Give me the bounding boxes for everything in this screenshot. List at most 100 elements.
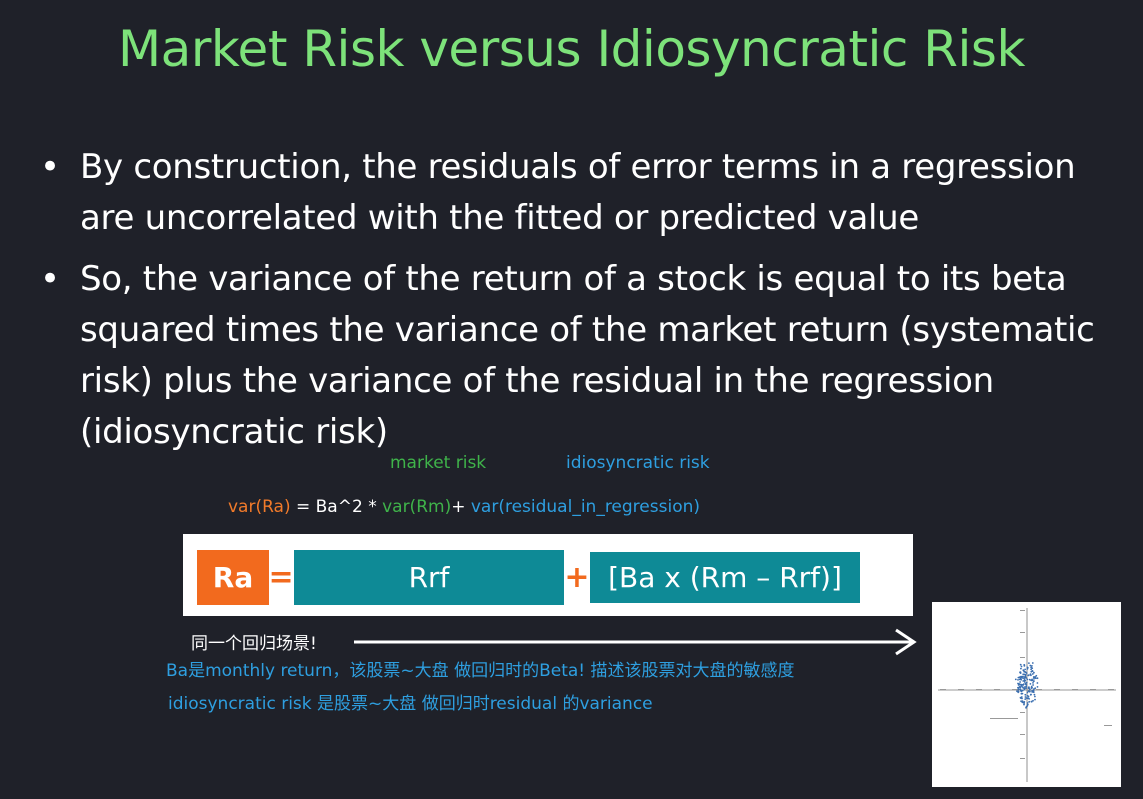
equation-ra: Ra xyxy=(197,550,269,605)
idiosyncratic-explanation-note: idiosyncratic risk 是股票~大盘 做回归时residual 的… xyxy=(168,694,653,714)
scatter-point xyxy=(1026,691,1029,694)
scatter-point xyxy=(1031,665,1033,667)
scatter-point xyxy=(1030,668,1032,671)
scatter-point xyxy=(1020,685,1023,687)
scatter-point xyxy=(1030,700,1033,703)
capm-equation-panel: Ra = Rrf + [Ba x (Rm – Rrf)] xyxy=(183,534,913,616)
scatter-point xyxy=(1036,677,1039,680)
scatter-point xyxy=(1022,680,1025,682)
scatter-point xyxy=(1020,683,1023,686)
scatter-point xyxy=(1020,665,1023,668)
scatter-point xyxy=(1032,699,1034,702)
formula-var-residual: var(residual_in_regression) xyxy=(470,497,701,517)
scatter-point xyxy=(1028,700,1031,703)
scatter-point xyxy=(1021,700,1024,702)
scatter-point xyxy=(1024,673,1027,676)
scatter-point xyxy=(1017,676,1020,679)
scatter-point xyxy=(1032,684,1034,686)
scatter-point xyxy=(1019,681,1021,683)
beta-explanation-note: Ba是monthly return，该股票~大盘 做回归时的Beta! 描述该股… xyxy=(166,661,795,681)
scatter-point xyxy=(1024,696,1027,698)
scatter-point xyxy=(1019,671,1022,674)
scatter-point xyxy=(1021,697,1023,700)
scatter-point xyxy=(1024,668,1026,671)
same-regression-note: 同一个回归场景! xyxy=(191,634,317,654)
scatter-point xyxy=(1018,678,1021,681)
scatter-point xyxy=(1024,671,1027,674)
scatter-point xyxy=(1025,681,1028,684)
scatter-point xyxy=(1021,692,1024,695)
scatter-point xyxy=(1031,670,1034,673)
scatter-point xyxy=(1022,669,1025,672)
scatter-point xyxy=(1021,689,1024,692)
scatter-point xyxy=(1031,673,1034,675)
scatter-point xyxy=(1034,687,1037,690)
scatter-point xyxy=(1017,686,1019,689)
scatter-point xyxy=(1031,686,1033,689)
bullet-item: • By construction, the residuals of erro… xyxy=(40,142,1135,244)
scatter-point xyxy=(1032,689,1035,692)
scatter-point xyxy=(1020,676,1023,679)
scatter-point xyxy=(1018,688,1020,690)
scatter-point xyxy=(1019,663,1022,666)
scatter-point xyxy=(1025,706,1027,709)
regression-scatter-thumbnail xyxy=(932,602,1121,787)
scatter-point xyxy=(1028,662,1030,664)
bullet-line: risk) plus the variance of the residual … xyxy=(80,361,994,401)
scatter-point xyxy=(1019,688,1022,691)
scatter-point xyxy=(1032,680,1035,683)
scatter-plot-image xyxy=(938,608,1116,782)
equation-plus: + xyxy=(564,560,590,595)
bullet-item: • So, the variance of the return of a st… xyxy=(40,254,1135,458)
market-risk-label: market risk xyxy=(390,453,487,473)
scatter-point xyxy=(1026,702,1029,704)
scatter-point xyxy=(1035,674,1038,677)
bullet-line: So, the variance of the return of a stoc… xyxy=(80,259,1067,299)
scatter-point xyxy=(1023,664,1026,666)
scatter-point xyxy=(1033,671,1035,674)
scatter-point xyxy=(1035,677,1037,680)
scatter-point xyxy=(1017,679,1019,681)
scatter-point xyxy=(1030,693,1032,696)
bullet-dot-icon: • xyxy=(40,147,60,187)
scatter-point xyxy=(1023,687,1026,690)
scatter-point xyxy=(1025,685,1028,688)
scatter-point xyxy=(1024,693,1027,696)
scatter-point xyxy=(1027,690,1030,693)
scatter-point xyxy=(1027,674,1030,677)
scatter-point xyxy=(1028,687,1030,690)
scatter-point xyxy=(1027,697,1030,699)
scatter-point xyxy=(1023,681,1026,683)
scatter-point xyxy=(1022,684,1025,686)
scatter-point xyxy=(1023,678,1026,680)
scatter-point xyxy=(1036,682,1039,684)
bullet-list: • By construction, the residuals of erro… xyxy=(40,142,1135,468)
scatter-point xyxy=(1024,682,1027,685)
scatter-point xyxy=(1032,676,1035,678)
scatter-point xyxy=(1028,678,1031,681)
scatter-point xyxy=(1020,667,1022,670)
scatter-point xyxy=(1017,684,1020,686)
scatter-point xyxy=(1026,678,1029,681)
scatter-point xyxy=(1022,677,1024,679)
bullet-line: By construction, the residuals of error … xyxy=(80,147,1076,187)
scatter-point xyxy=(1020,678,1023,681)
slide-title: Market Risk versus Idiosyncratic Risk xyxy=(118,20,1025,78)
bullet-line: are uncorrelated with the fitted or pred… xyxy=(80,198,920,238)
scatter-point xyxy=(1032,682,1034,684)
scatter-point xyxy=(1033,693,1036,696)
equation-equals: = xyxy=(268,560,294,595)
formula-plus: + xyxy=(451,497,471,517)
scatter-point xyxy=(1023,703,1025,706)
scatter-point xyxy=(1027,695,1030,698)
right-arrow-icon xyxy=(354,628,917,656)
scatter-point xyxy=(1025,697,1028,699)
scatter-point xyxy=(1026,666,1029,669)
scatter-point xyxy=(1024,698,1027,700)
scatter-point xyxy=(1031,662,1034,664)
scatter-point xyxy=(1022,673,1025,676)
scatter-point xyxy=(1024,676,1026,678)
scatter-point xyxy=(1036,686,1039,688)
equation-rrf: Rrf xyxy=(294,550,564,605)
scatter-point xyxy=(1025,687,1027,689)
